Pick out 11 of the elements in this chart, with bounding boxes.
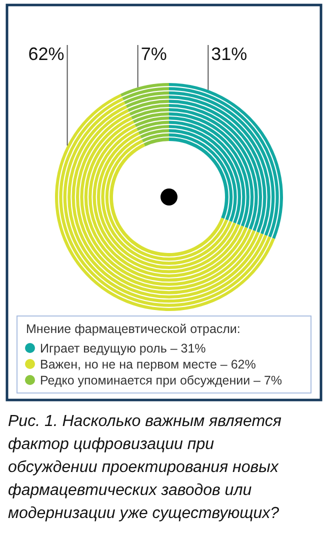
legend-label: Редко упоминается при обсуждении – 7% (40, 374, 282, 388)
data-label: 62% (28, 44, 64, 64)
donut-slice (120, 83, 169, 146)
legend-label: Важен, но не на первом месте – 62% (40, 358, 256, 372)
donut-slice (55, 94, 275, 311)
data-label: 31% (211, 44, 248, 64)
text: Рис. 1. Насколько важным является фактор цифровизации при обсуждении проектирования новых фармацевтических заводов или модернизации уже существующих? (8, 412, 282, 524)
legend-title: Мнение фармацевтической отрасли: (26, 322, 240, 336)
data-label: 7% (140, 44, 167, 64)
legend-label: Играет ведущую роль – 31% (40, 342, 206, 356)
donut-slice (169, 83, 283, 239)
